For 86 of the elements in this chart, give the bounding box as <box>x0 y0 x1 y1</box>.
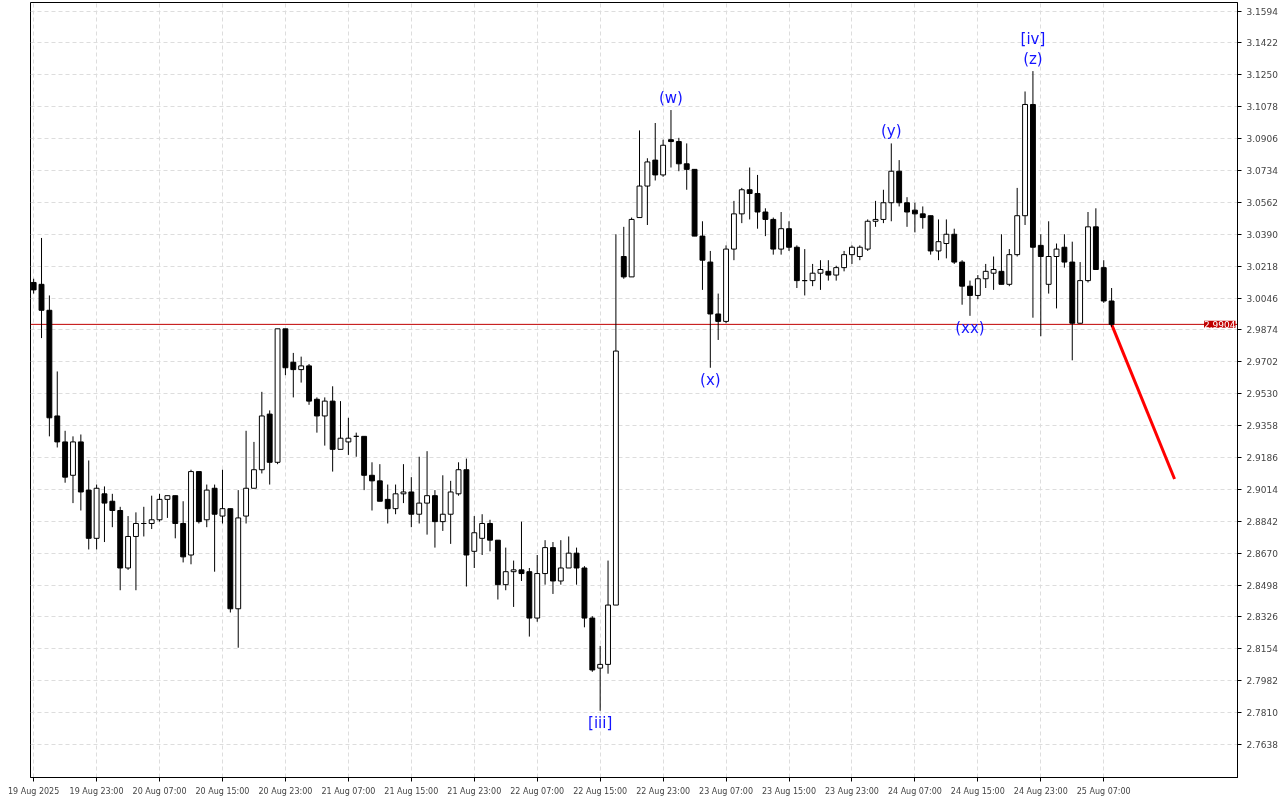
annotation: (w) <box>658 89 683 108</box>
candlestick <box>479 513 486 556</box>
candlestick <box>1037 233 1044 337</box>
candlestick <box>424 450 430 536</box>
candlestick <box>471 515 478 569</box>
candlestick <box>557 539 564 586</box>
annotation: [iv] <box>1020 30 1046 49</box>
candlestick <box>809 263 816 287</box>
candlestick <box>384 484 391 524</box>
candlestick <box>919 205 926 230</box>
y-tick-label: 3.1078 <box>1246 102 1279 113</box>
candlestick <box>502 547 509 591</box>
x-tick-label: 25 Aug 07:00 <box>1076 786 1131 796</box>
y-tick-label: 2.7810 <box>1246 708 1279 719</box>
candlestick <box>762 207 769 237</box>
x-tick-label: 23 Aug 15:00 <box>762 786 816 796</box>
candlestick <box>841 250 848 272</box>
x-tick-label: 23 Aug 23:00 <box>824 786 879 796</box>
candlestick <box>778 211 785 256</box>
y-tick-label: 2.9530 <box>1246 389 1279 400</box>
candlestick <box>148 495 155 530</box>
annotation: (x) <box>700 370 721 389</box>
y-tick-label: 2.9358 <box>1246 421 1279 432</box>
y-tick-label: 2.9014 <box>1246 484 1279 495</box>
annotation: (z) <box>1023 50 1043 69</box>
x-tick-label: 20 Aug 07:00 <box>132 786 187 796</box>
candlestick <box>597 645 604 712</box>
x-tick-label: 23 Aug 07:00 <box>699 786 754 796</box>
candlestick <box>439 474 446 532</box>
y-tick-label: 3.0562 <box>1246 197 1278 208</box>
x-tick-label: 22 Aug 15:00 <box>573 786 628 796</box>
candlestick <box>620 226 627 280</box>
candlestick <box>321 396 328 447</box>
x-tick-label: 19 Aug 23:00 <box>69 786 124 796</box>
x-tick-label: 22 Aug 23:00 <box>636 786 691 796</box>
candlestick <box>652 122 659 181</box>
y-tick-label: 2.8670 <box>1246 548 1279 559</box>
x-tick-label: 21 Aug 07:00 <box>321 786 376 796</box>
y-tick-label: 3.0390 <box>1246 229 1279 240</box>
y-tick-label: 2.8154 <box>1246 644 1279 655</box>
y-tick-label: 2.7638 <box>1246 740 1279 750</box>
y-tick-label: 2.9702 <box>1246 357 1278 368</box>
y-tick-label: 2.9186 <box>1246 452 1279 463</box>
candlestick <box>668 109 674 169</box>
x-tick-label: 24 Aug 07:00 <box>887 786 942 796</box>
y-tick-label: 3.0906 <box>1246 134 1279 145</box>
x-tick-label: 20 Aug 23:00 <box>258 786 313 796</box>
candlestick <box>967 280 973 317</box>
candlestick <box>298 356 305 384</box>
y-tick-label: 3.1594 <box>1246 6 1279 17</box>
y-tick-label: 3.1250 <box>1246 70 1279 81</box>
y-tick-label: 2.8842 <box>1246 516 1278 527</box>
candlestick <box>974 274 981 300</box>
x-tick-label: 21 Aug 23:00 <box>447 786 502 796</box>
ref-line-label: 2.9904 <box>1204 319 1236 330</box>
candlestick <box>715 293 722 341</box>
x-tick-label: 24 Aug 15:00 <box>950 786 1005 796</box>
x-tick-label: 20 Aug 15:00 <box>195 786 250 796</box>
candlestick <box>369 461 375 512</box>
x-tick-label: 24 Aug 23:00 <box>1013 786 1068 796</box>
candlestick <box>376 463 383 502</box>
candlestick <box>675 137 682 172</box>
candlestick <box>392 484 399 515</box>
candlestick <box>313 396 320 434</box>
y-tick-label: 3.0046 <box>1246 293 1279 304</box>
candlestick <box>487 519 493 552</box>
y-tick-label: 2.8326 <box>1246 612 1279 623</box>
y-tick-label: 2.9874 <box>1246 325 1279 336</box>
candlestick <box>786 220 792 252</box>
annotation: (y) <box>881 122 902 141</box>
candlestick <box>133 511 139 591</box>
y-tick-label: 3.0734 <box>1246 165 1279 176</box>
x-tick-label: 22 Aug 07:00 <box>510 786 565 796</box>
candlestick <box>416 456 423 524</box>
x-tick-label: 19 Aug 2025 <box>8 786 60 796</box>
y-tick-label: 3.1422 <box>1246 38 1278 49</box>
y-tick-label: 3.0218 <box>1246 261 1279 272</box>
candlestick <box>849 244 855 265</box>
candlestick <box>1108 287 1115 328</box>
annotation: [iii] <box>588 713 613 732</box>
candlestick <box>911 202 918 233</box>
candlestick <box>251 441 257 489</box>
candlestick <box>904 196 910 228</box>
y-tick-label: 2.7982 <box>1246 676 1278 687</box>
x-tick-label: 21 Aug 15:00 <box>384 786 439 796</box>
y-tick-label: 2.8498 <box>1246 580 1279 591</box>
